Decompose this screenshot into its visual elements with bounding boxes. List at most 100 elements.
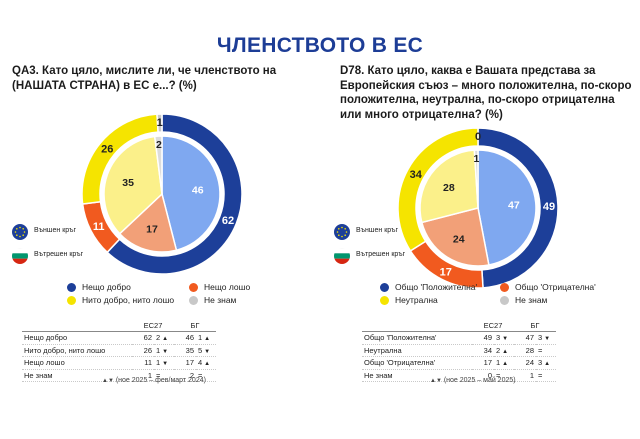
bg-value: 24 [525,358,534,368]
table-row: Не знам 1 = 2 = [22,369,216,382]
trend-arrow-icon: ▲ [204,336,211,343]
row-label: Нито добро, нито лошо [24,345,106,355]
outer-ring-label: Външен кръг [34,227,77,234]
inner-slice-label: 28 [443,182,455,194]
eu27-value: 26 [143,345,152,355]
results-table: ЕС27 БГ Общо 'Положителна' 49 3 ▼ 47 3 ▼ Неутралн… [362,319,556,382]
trend-arrow-icon: ▼ [162,348,169,355]
bg-change: 1 [198,333,203,343]
bg-change: 4 [198,358,203,368]
bulgaria-flag-icon [12,248,28,264]
table-row: Нещо добро 62 2 ▲ 46 1 ▲ [22,331,216,345]
donut-chart: 49 17 34 0 47 24 28 1 [398,128,558,288]
inner-slice-label: 24 [453,233,465,245]
eu27-value: 1 [147,370,152,380]
trend-arrow-icon: ▲ [502,361,509,368]
question-text: QA3. Като цяло, мислите ли, че членствот… [12,65,277,92]
footnote: ▲▼ (ное 2025 – фев/март 2024) [102,377,206,384]
bg-value: 2 [189,370,194,380]
row-label: Не знам [364,370,393,380]
bg-change: = [538,370,543,380]
eu-flag-icon [12,224,28,240]
table-row: Нещо лошо 11 1 ▼ 17 4 ▲ [22,356,216,370]
bg-value: 35 [185,345,194,355]
outer-slice [398,128,479,252]
inner-ring-label: Вътрешен кръг [356,251,406,258]
row-label: Не знам [24,370,53,380]
footnote: ▲▼ (ное 2025 – май 2025) [430,377,516,384]
column-header: БГ [174,319,216,332]
eu27-change: 2 [496,345,501,355]
legend-item: Не знам [189,295,339,307]
legend-item: Нещо лошо [189,282,339,294]
outer-slice-label: 1 [157,117,163,129]
row-label: Нещо лошо [24,358,65,368]
outer-slice [156,114,163,133]
eu27-value: 17 [483,358,492,368]
trend-arrow-icon: ▼ [162,361,169,368]
eu27-value: 49 [483,333,492,343]
inner-slice [153,135,163,195]
bg-change: 3 [538,333,543,343]
legend-item: Общо 'Положителна' [380,282,530,294]
legend-item: Нито добро, нито лошо [67,295,217,307]
inner-ring-label: Вътрешен кръг [34,251,84,258]
trend-arrow-icon: ▼ [204,348,211,355]
eu27-change: 2 [156,333,161,343]
eu-flag-icon [334,224,350,240]
bg-value: 47 [525,333,534,343]
table-row: Неутрална 34 2 ▲ 28 = [362,344,556,357]
table-row: Не знам 0 = 1 = [362,369,556,382]
outer-slice [106,114,242,274]
eu27-change: = [496,370,501,380]
trend-arrow-icon: ▲ [544,361,551,368]
outer-slice-label: 11 [93,221,105,233]
panel-membership: QA3. Като цяло, мислите ли, че членствот… [12,64,312,394]
column-header: БГ [514,319,556,332]
bulgaria-flag-icon [334,248,350,264]
legend-item: Общо 'Отрицателна' [500,282,640,294]
bg-change: = [198,370,203,380]
eu27-change: 3 [496,333,501,343]
inner-slice-label: 46 [192,184,204,196]
legend-item: Неутрална [380,295,530,307]
eu27-value: 62 [143,333,152,343]
eu27-value: 11 [144,358,152,368]
outer-slice-label: 34 [410,169,423,181]
inner-slice-label: 2 [156,139,162,151]
bg-value: 28 [525,345,534,355]
row-label: Нещо добро [24,333,68,343]
bg-value: 46 [185,333,194,343]
trend-arrow-icon: ▲ [502,348,509,355]
inner-slice-label: 47 [508,200,520,212]
eu27-change: 1 [496,358,501,368]
eu27-change: = [156,370,161,380]
column-header: ЕС27 [132,319,174,332]
outer-ring-label: Външен кръг [356,227,399,234]
trend-arrow-icon: ▼ [544,336,551,343]
inner-slice-label: 17 [146,224,158,236]
row-label: Неутрална [364,345,402,355]
table-row: Нито добро, нито лошо 26 1 ▼ 35 5 ▼ [22,344,216,357]
inner-slice-label: 1 [474,153,480,165]
panel-eu-image: D78. Като цяло, каква е Вашата представа… [334,64,640,394]
trend-arrow-icon: ▲ [204,361,211,368]
column-header: ЕС27 [472,319,514,332]
bg-change: 5 [198,345,203,355]
outer-slice-label: 17 [440,266,452,278]
results-table: ЕС27 БГ Нещо добро 62 2 ▲ 46 1 ▲ Нито добро, нито… [22,319,216,382]
row-label: Общо 'Отрицателна' [364,358,436,368]
table-row: Общо 'Отрицателна' 17 1 ▲ 24 3 ▲ [362,356,556,370]
trend-arrow-icon: ▼ [502,336,509,343]
question-text: D78. Като цяло, каква е Вашата представа… [340,65,632,121]
inner-slice-label: 35 [122,177,134,189]
eu27-value: 0 [487,370,492,380]
eu27-change: 1 [156,345,161,355]
outer-slice-label: 49 [543,201,555,213]
legend-item: Не знам [500,295,640,307]
row-label: Общо 'Положителна' [364,333,437,343]
outer-slice-label: 0 [475,131,481,143]
outer-slice-label: 26 [101,144,113,156]
donut-chart: 62 11 26 1 46 17 35 2 [82,114,242,274]
page-title: ЧЛЕНСТВОТО В ЕС [216,34,424,57]
